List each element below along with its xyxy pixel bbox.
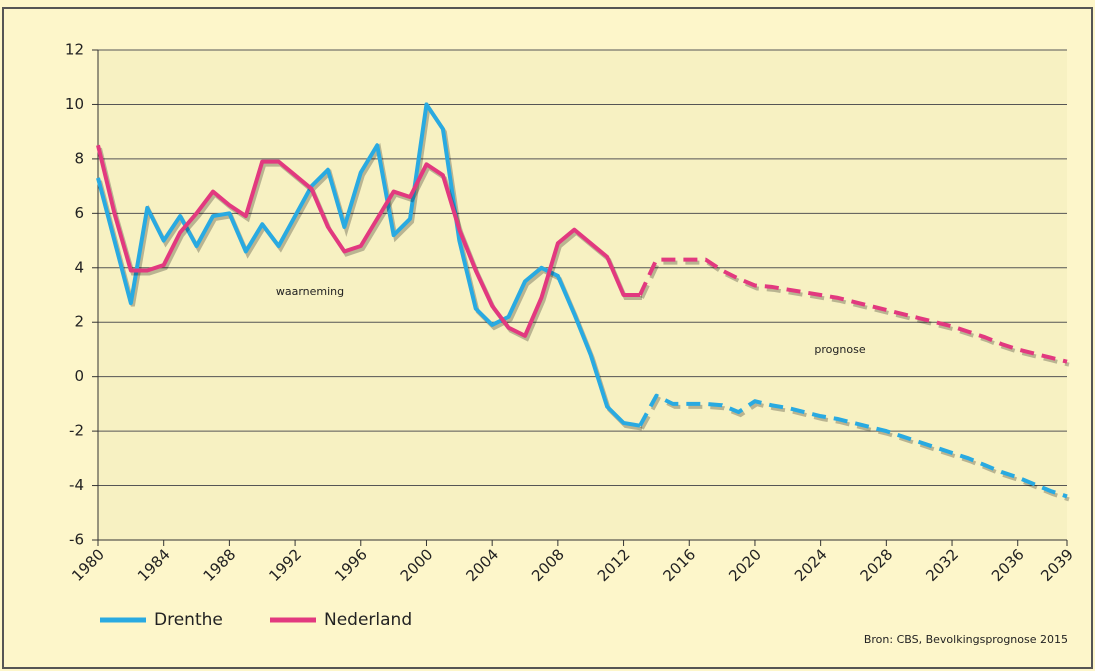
y-tick-label: 6	[74, 204, 84, 222]
legend-label: Nederland	[324, 610, 412, 630]
y-tick-label: 0	[74, 367, 84, 385]
line-shadow	[98, 147, 642, 342]
y-tick-label: -2	[69, 422, 84, 440]
series-line	[96, 144, 640, 338]
y-tick-label: -6	[69, 531, 84, 549]
annotation: waarneming	[276, 285, 344, 298]
source: Bron: CBS, Bevolkingsprognose 2015	[864, 633, 1068, 646]
plot-area	[98, 50, 1067, 540]
y-tick-label: 10	[65, 95, 84, 113]
y-tick-label: -4	[69, 476, 84, 494]
annotation: prognose	[814, 343, 865, 356]
prognosis-line	[638, 257, 1068, 364]
y-tick-label: 8	[74, 149, 84, 167]
prognosis-line	[638, 393, 1068, 499]
line-shadow	[640, 396, 1070, 502]
y-tick-label: 2	[74, 313, 84, 331]
legend-label: Drenthe	[154, 610, 223, 630]
y-tick-label: 4	[74, 258, 84, 276]
y-tick-label: 12	[65, 41, 84, 59]
